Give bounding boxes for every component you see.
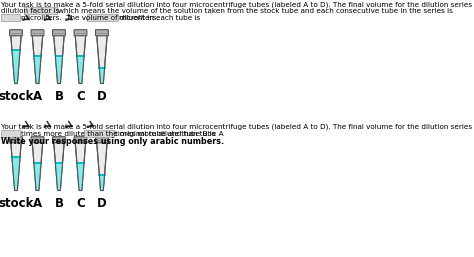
Polygon shape — [12, 49, 20, 84]
Text: stock: stock — [0, 90, 34, 103]
Polygon shape — [12, 156, 20, 190]
FancyBboxPatch shape — [9, 30, 22, 36]
Polygon shape — [32, 142, 43, 190]
Text: B: B — [55, 197, 64, 210]
Polygon shape — [77, 55, 84, 84]
Polygon shape — [75, 142, 86, 190]
Text: Write your responses using only arabic numbers.: Write your responses using only arabic n… — [1, 137, 224, 146]
Text: C: C — [76, 90, 85, 103]
Text: times more dilute than the original tube and tube B is: times more dilute than the original tube… — [21, 131, 216, 137]
Polygon shape — [55, 162, 63, 190]
Polygon shape — [99, 67, 105, 84]
Polygon shape — [99, 174, 105, 190]
FancyBboxPatch shape — [74, 137, 87, 143]
Polygon shape — [97, 142, 107, 190]
Polygon shape — [75, 35, 86, 84]
Text: Your task is to make a 5-fold serial dilution into four microcentrifuge tubes (l: Your task is to make a 5-fold serial dil… — [1, 124, 474, 131]
Text: microliters.  The volume of diluent in each tube is: microliters. The volume of diluent in ea… — [21, 15, 201, 21]
FancyBboxPatch shape — [53, 30, 65, 36]
Polygon shape — [54, 35, 64, 84]
FancyBboxPatch shape — [96, 30, 109, 36]
Text: A: A — [33, 197, 42, 210]
Bar — [1, 130, 20, 136]
FancyBboxPatch shape — [9, 137, 22, 143]
FancyBboxPatch shape — [53, 137, 65, 143]
Polygon shape — [97, 35, 107, 84]
Text: A: A — [33, 90, 42, 103]
FancyBboxPatch shape — [74, 30, 87, 36]
FancyBboxPatch shape — [96, 137, 109, 143]
Bar — [1, 14, 20, 21]
Text: microliters.: microliters. — [119, 15, 159, 21]
Polygon shape — [11, 35, 21, 84]
Polygon shape — [54, 142, 64, 190]
Polygon shape — [77, 162, 84, 190]
Polygon shape — [55, 55, 63, 84]
FancyBboxPatch shape — [31, 137, 44, 143]
Text: D: D — [97, 197, 107, 210]
FancyBboxPatch shape — [31, 30, 44, 36]
Text: which means the volume of the solution taken from the stock tube and each consec: which means the volume of the solution t… — [58, 8, 453, 14]
Polygon shape — [11, 142, 21, 190]
Bar — [84, 130, 114, 136]
Bar — [87, 14, 118, 21]
Text: Your task is to make a 5-fold serial dilution into four microcentrifuge tubes (l: Your task is to make a 5-fold serial dil… — [1, 1, 474, 7]
Text: times more dilute than tube A: times more dilute than tube A — [115, 131, 223, 137]
Text: B: B — [55, 90, 64, 103]
Polygon shape — [34, 162, 41, 190]
Polygon shape — [32, 35, 43, 84]
Text: dilution factor is: dilution factor is — [1, 8, 59, 14]
Text: C: C — [76, 197, 85, 210]
Bar — [24, 6, 57, 14]
Text: stock: stock — [0, 197, 34, 210]
Text: D: D — [97, 90, 107, 103]
Polygon shape — [34, 55, 41, 84]
